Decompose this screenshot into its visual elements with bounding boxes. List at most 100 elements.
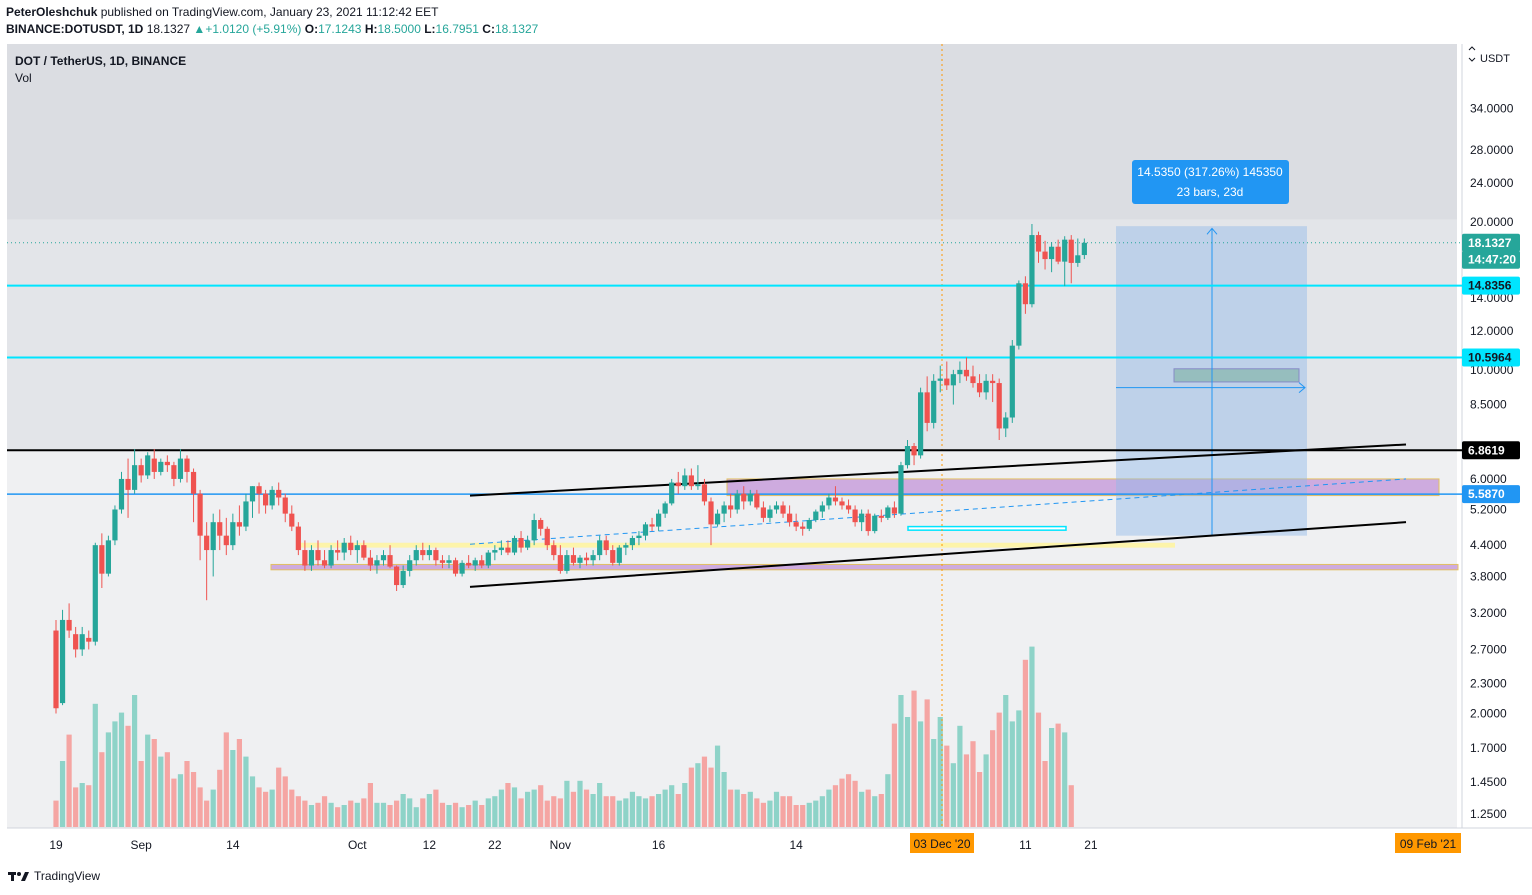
candle-body xyxy=(1055,246,1061,262)
candle-body xyxy=(354,545,360,551)
candle-down xyxy=(295,522,301,556)
candle-up xyxy=(525,535,531,551)
volume-bar xyxy=(826,789,832,827)
candle-up xyxy=(269,486,275,510)
candle-body xyxy=(616,547,622,563)
candle-body xyxy=(937,378,943,381)
volume-bar xyxy=(1016,710,1022,827)
candle-down xyxy=(800,522,806,536)
candle-down xyxy=(603,535,609,556)
lower-trendline xyxy=(469,521,1407,588)
candle-up xyxy=(118,471,125,514)
candle-up xyxy=(308,545,315,571)
x-tick-label: Sep xyxy=(130,838,152,852)
candle-body xyxy=(990,380,996,384)
candle-body xyxy=(138,465,144,476)
candle-body xyxy=(73,634,79,650)
candle-body xyxy=(105,540,111,574)
candle-body xyxy=(701,484,708,502)
volume-bar xyxy=(859,791,865,827)
candle-body xyxy=(728,505,734,510)
y-tick-label: 28.0000 xyxy=(1470,143,1514,157)
volume-bar xyxy=(413,807,419,827)
candle-up xyxy=(826,493,832,510)
candle-up xyxy=(354,540,360,563)
candle-body xyxy=(878,515,884,518)
volume-bar xyxy=(918,721,924,827)
candle-body xyxy=(1075,255,1081,263)
high-label: H: xyxy=(364,22,378,36)
candle-body xyxy=(551,545,557,556)
volume-bar xyxy=(256,787,262,827)
candle-down xyxy=(610,545,616,566)
volume-bar xyxy=(669,785,675,827)
candle-body xyxy=(747,493,753,502)
volume-bar xyxy=(780,796,786,827)
volume-bar xyxy=(485,798,491,827)
candle-down xyxy=(1055,239,1061,265)
candle-body xyxy=(695,484,701,487)
candle-down xyxy=(184,455,190,483)
candle-body xyxy=(682,475,688,487)
publish-text: published on TradingView.com, January 23… xyxy=(97,5,439,19)
volume-bar xyxy=(433,789,439,827)
candle-body xyxy=(361,545,367,558)
volume-bar xyxy=(158,756,164,827)
candle-body xyxy=(931,380,937,423)
candle-down xyxy=(420,542,426,561)
candle-down xyxy=(793,513,799,532)
candle-down xyxy=(557,545,563,574)
candle-down xyxy=(538,517,544,536)
volume-bar xyxy=(466,805,472,827)
author-name[interactable]: PeterOleshchuk xyxy=(6,5,98,19)
candle-body xyxy=(839,501,845,506)
candle-up xyxy=(1062,236,1068,287)
candle-up xyxy=(230,513,236,551)
candle-down xyxy=(171,461,177,487)
candle-body xyxy=(53,630,59,709)
price-axis-label-box xyxy=(1462,441,1520,460)
volume-bar xyxy=(610,796,616,827)
candle-body xyxy=(243,501,249,527)
candle-up xyxy=(950,369,956,405)
volume-bar xyxy=(525,791,531,827)
volume-bar xyxy=(341,805,347,827)
candle-up xyxy=(577,555,583,569)
candle-body xyxy=(885,507,891,518)
candle-up xyxy=(531,513,537,546)
candle-down xyxy=(1035,231,1042,263)
currency-label: USDT xyxy=(1480,53,1510,65)
close-label: C: xyxy=(482,22,495,36)
legend-title[interactable]: DOT / TetherUS, 1D, BINANCE xyxy=(15,54,187,68)
volume-bar xyxy=(387,805,393,827)
volume-bar xyxy=(511,787,518,827)
y-tick-label: 3.2000 xyxy=(1470,606,1507,620)
candle-body xyxy=(210,522,216,551)
volume-bar xyxy=(59,761,66,827)
candle-body xyxy=(983,380,989,393)
candle-body xyxy=(217,522,223,536)
candle-body xyxy=(223,535,229,546)
candle-body xyxy=(963,369,970,377)
candle-up xyxy=(904,440,911,469)
candle-down xyxy=(970,365,976,388)
volume-bar xyxy=(708,767,714,827)
legend-volume[interactable]: Vol xyxy=(15,71,32,85)
candle-down xyxy=(439,555,446,569)
tradingview-logo[interactable]: TradingView xyxy=(8,869,100,883)
candle-down xyxy=(263,489,269,514)
crosshair-date-text: 03 Dec '20 xyxy=(914,837,971,851)
candle-down xyxy=(302,540,308,571)
candle-body xyxy=(466,562,472,566)
crosshair-date-label: 03 Dec '20 xyxy=(910,833,974,853)
candle-up xyxy=(636,531,642,546)
x-tick-label: 11 xyxy=(1019,838,1032,852)
candle-down xyxy=(741,486,747,510)
candle-down xyxy=(138,458,144,483)
candle-up xyxy=(328,545,334,569)
candle-body xyxy=(787,513,793,523)
volume-bar xyxy=(1062,732,1068,827)
candle-body xyxy=(302,550,308,566)
candle-body xyxy=(498,547,504,551)
